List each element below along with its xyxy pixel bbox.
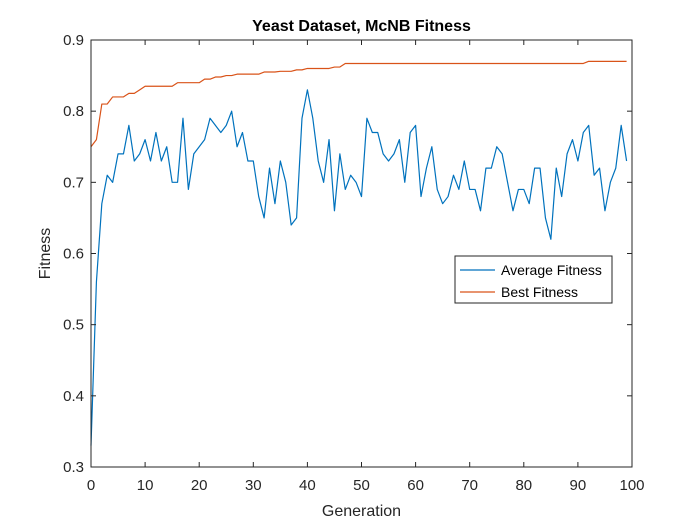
x-tick-label: 40 xyxy=(299,477,316,494)
legend-label: Best Fitness xyxy=(501,284,578,300)
chart-title: Yeast Dataset, McNB Fitness xyxy=(252,18,471,35)
x-tick-label: 10 xyxy=(137,477,154,494)
x-axis-title: Generation xyxy=(322,503,401,520)
y-tick-label: 0.9 xyxy=(63,32,84,49)
x-tick-label: 80 xyxy=(515,477,532,494)
y-tick-label: 0.3 xyxy=(63,459,84,476)
x-tick-label: 90 xyxy=(570,477,587,494)
legend-label: Average Fitness xyxy=(501,262,602,278)
y-tick-label: 0.4 xyxy=(63,388,84,405)
x-tick-label: 100 xyxy=(619,477,644,494)
x-tick-label: 60 xyxy=(407,477,424,494)
y-tick-label: 0.6 xyxy=(63,246,84,263)
y-tick-label: 0.7 xyxy=(63,174,84,191)
plot-area xyxy=(91,40,632,467)
x-tick-label: 0 xyxy=(87,477,95,494)
x-tick-label: 50 xyxy=(353,477,370,494)
series-line-best-fitness xyxy=(90,60,627,148)
y-tick-label: 0.8 xyxy=(63,103,84,120)
legend: Average Fitness Best Fitness xyxy=(454,255,613,304)
x-tick-label: 30 xyxy=(245,477,262,494)
series-layer xyxy=(90,60,628,446)
x-tick-label: 70 xyxy=(461,477,478,494)
x-tick-label: 20 xyxy=(191,477,208,494)
y-tick-label: 0.5 xyxy=(63,317,84,334)
series-line-average-fitness xyxy=(90,89,628,446)
axes-layer: 0 10 20 30 40 50 60 70 80 90 100 0.3 0.4 0.5 0.6 0.7 0.8… xyxy=(63,32,644,494)
y-axis-title: Fitness xyxy=(37,228,54,280)
legend-box xyxy=(454,255,613,304)
